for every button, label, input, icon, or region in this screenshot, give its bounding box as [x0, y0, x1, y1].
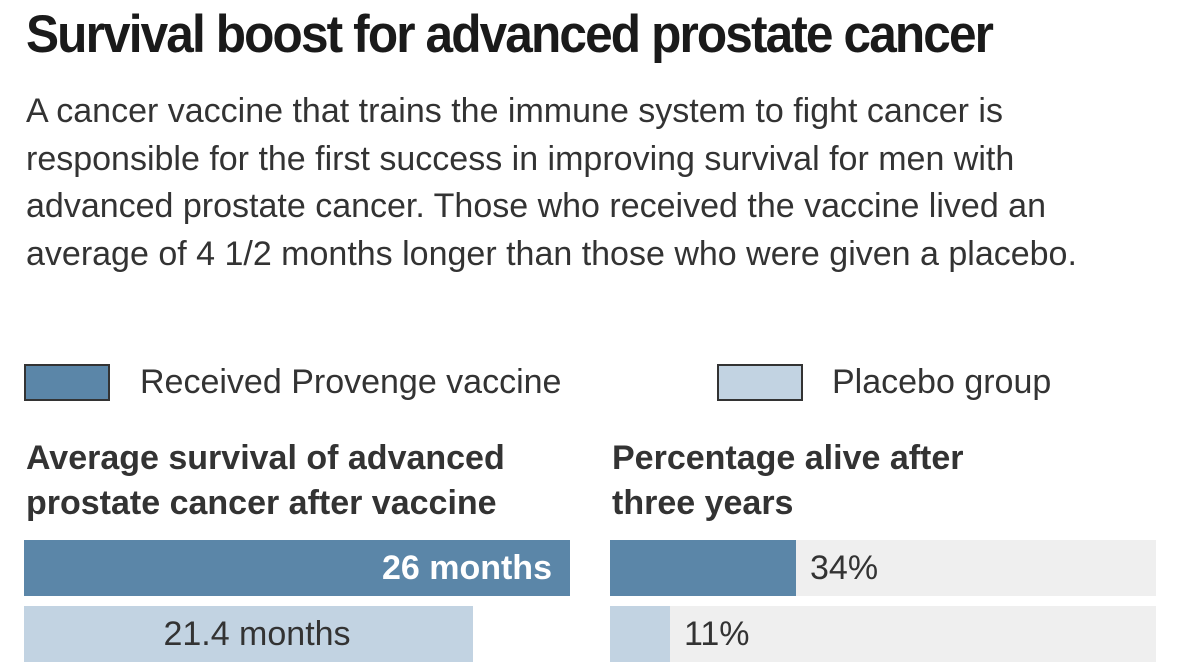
- panel-title-percentage-alive: Percentage alive after three years: [612, 439, 964, 522]
- alive-bar-placebo-row: 11%: [610, 606, 1156, 662]
- legend-swatch-placebo: [717, 364, 803, 401]
- survival-bar-vaccine-label: 26 months: [381, 549, 552, 587]
- survival-bar-vaccine-row: 26 months: [24, 540, 570, 596]
- survival-bar-placebo-label: 21.4 months: [163, 615, 351, 653]
- legend-label-placebo: Placebo group: [832, 363, 1052, 401]
- legend-swatch-vaccine: [24, 364, 110, 401]
- survival-bar-placebo-row: 21.4 months: [24, 606, 570, 662]
- alive-bar-vaccine-label: 34%: [810, 549, 879, 587]
- panel-title-average-survival: Average survival of advanced prostate ca…: [26, 439, 505, 522]
- chart-subtitle: A cancer vaccine that trains the immune …: [26, 92, 1077, 273]
- alive-bar-placebo-label: 11%: [684, 615, 750, 653]
- alive-bar-vaccine: [610, 540, 796, 596]
- chart-title: Survival boost for advanced prostate can…: [26, 5, 994, 64]
- survival-bar-vaccine: [24, 540, 570, 596]
- legend-label-vaccine: Received Provenge vaccine: [140, 363, 562, 401]
- alive-bar-placebo: [610, 606, 670, 662]
- alive-bar-vaccine-row: 34%: [610, 540, 1156, 596]
